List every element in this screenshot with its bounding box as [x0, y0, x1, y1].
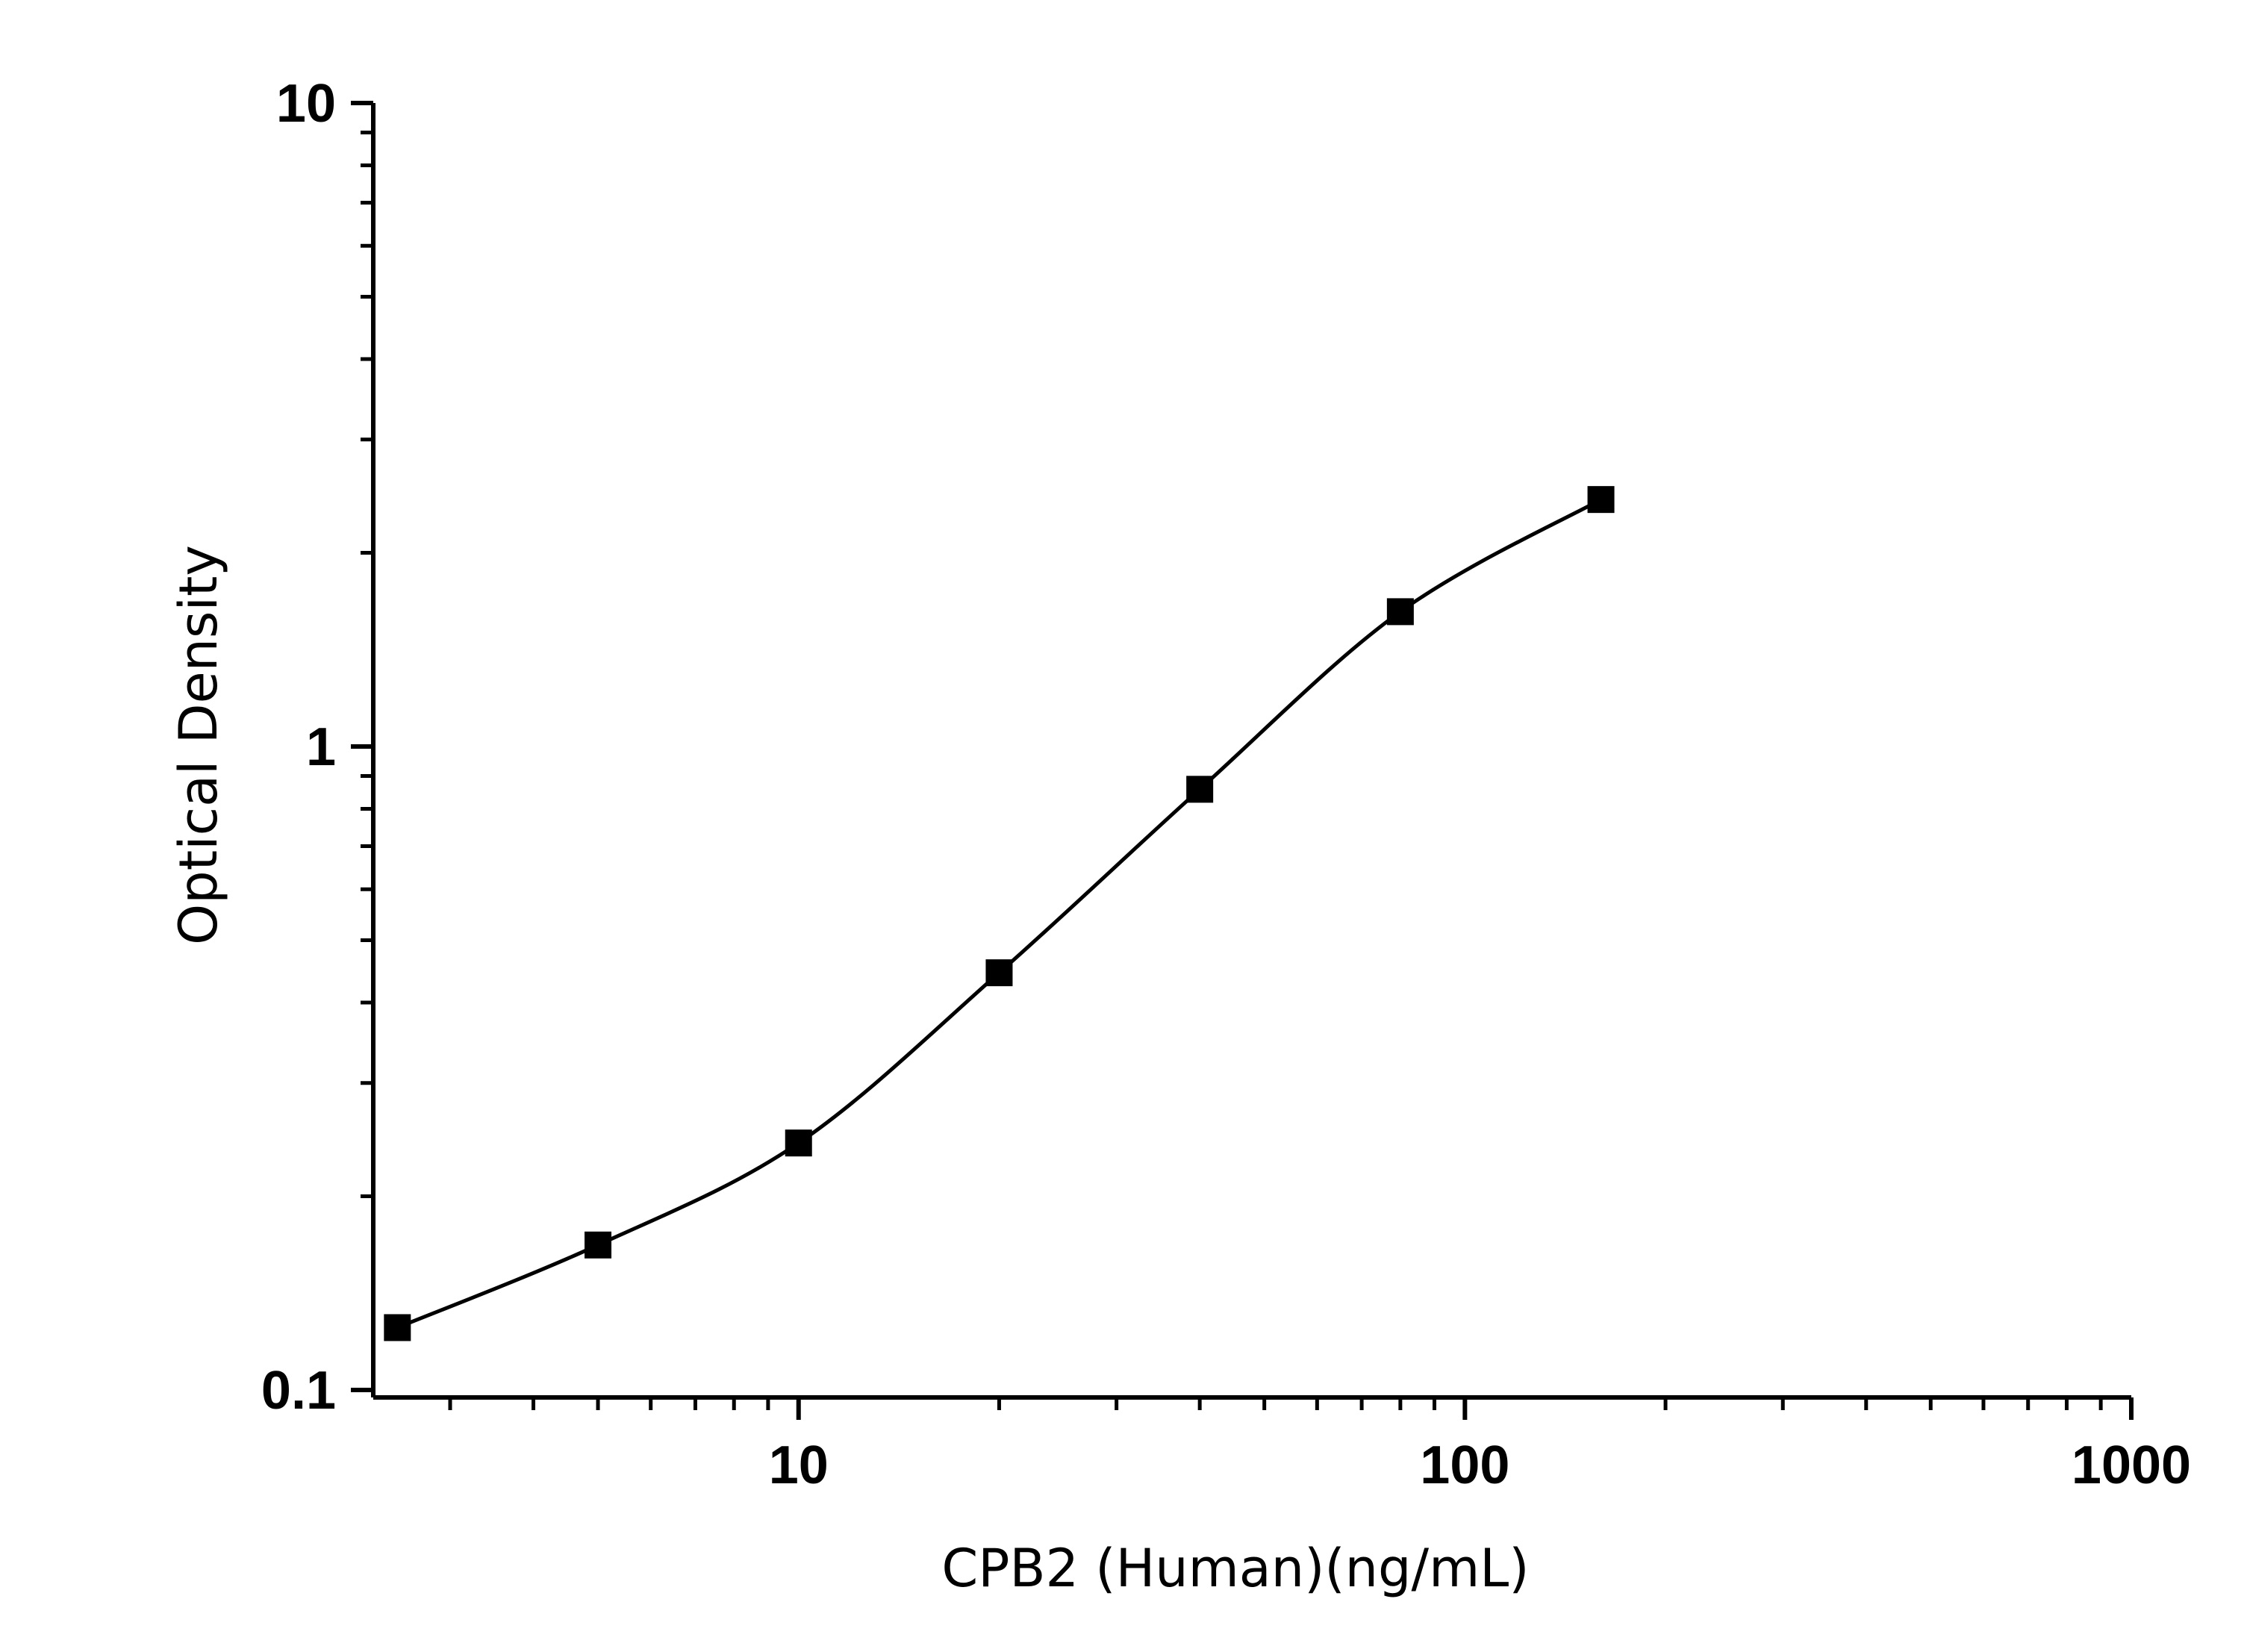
- data-point-marker: [1587, 486, 1615, 514]
- data-point-marker: [384, 1314, 411, 1341]
- data-point-marker: [1386, 598, 1414, 626]
- y-tick-label: 10: [276, 74, 336, 134]
- x-tick-label: 10: [769, 1436, 829, 1495]
- x-axis-title: CPB2 (Human)(ng/mL): [941, 1538, 1529, 1599]
- x-tick-label: 100: [1420, 1436, 1509, 1495]
- data-point-marker: [585, 1231, 612, 1259]
- data-point-marker: [785, 1129, 812, 1157]
- fit-curve: [396, 498, 1602, 1330]
- x-tick-label: 1000: [2072, 1436, 2191, 1495]
- ticks-layer: [351, 101, 2134, 1420]
- data-point-marker: [985, 959, 1013, 987]
- plot-layer: [384, 486, 1615, 1341]
- y-tick-label: 0.1: [261, 1361, 336, 1421]
- y-tick-label: 1: [306, 717, 336, 777]
- data-point-marker: [1186, 776, 1214, 803]
- labels-layer: 0.1 1 10 10 100 1000: [261, 74, 2191, 1495]
- y-axis-title: Optical Density: [168, 545, 229, 945]
